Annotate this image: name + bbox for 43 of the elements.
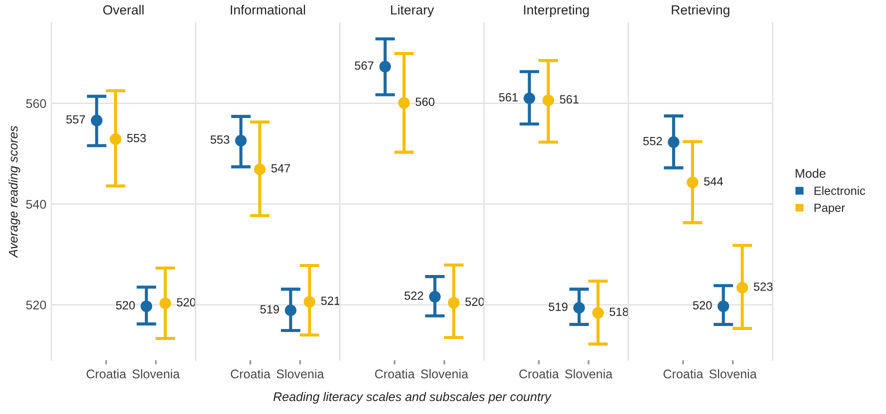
data-label: 553 <box>127 134 146 142</box>
x-tick-label: Slovenia <box>565 369 613 378</box>
data-label: 519 <box>260 305 279 314</box>
y-tick-label: 520 <box>26 300 46 310</box>
chart-title: Interpreting <box>524 4 589 18</box>
data-label: 521 <box>321 296 340 305</box>
x-tick-label: Croatia <box>230 369 270 378</box>
chart-title: Literary <box>391 4 434 18</box>
legend-title: Mode <box>796 168 826 178</box>
y-axis-title: Average reading scores <box>8 126 20 258</box>
data-label: 561 <box>499 93 518 102</box>
chart-title: Informational <box>230 4 306 15</box>
data-label: 520 <box>465 298 484 306</box>
legend-label: Paper <box>814 204 845 214</box>
x-tick-label: Slovenia <box>276 369 324 378</box>
data-label: 522 <box>404 292 424 300</box>
y-tick-label: 560 <box>26 99 46 108</box>
x-tick-label: Croatia <box>375 369 415 378</box>
data-label: 557 <box>66 115 85 124</box>
chart-title: Overall <box>103 4 144 15</box>
data-label: 547 <box>271 164 290 172</box>
data-label: 553 <box>210 135 230 144</box>
x-axis-title: Reading literacy scales and subscales per country <box>273 392 552 404</box>
x-tick-label: Slovenia <box>709 369 757 378</box>
data-label: 561 <box>560 95 579 104</box>
data-label: 523 <box>754 282 773 291</box>
x-tick-label: Slovenia <box>420 369 468 378</box>
x-tick-label: Croatia <box>86 369 126 378</box>
data-label: 560 <box>416 98 434 106</box>
data-label: 520 <box>693 301 712 310</box>
y-tick-label: 540 <box>26 200 46 209</box>
x-tick-label: Slovenia <box>132 369 180 378</box>
data-label: 567 <box>354 61 374 70</box>
data-label: 552 <box>643 136 662 146</box>
data-label: 519 <box>548 302 568 311</box>
x-tick-label: Croatia <box>664 369 704 378</box>
chart-title: Retrieving <box>672 4 730 18</box>
data-label: 520 <box>176 298 196 306</box>
data-label: 518 <box>610 308 628 316</box>
data-label: 544 <box>704 177 723 186</box>
legend-label: Electronic <box>814 186 866 195</box>
data-label: 520 <box>116 301 135 310</box>
x-tick-label: Croatia <box>519 369 559 378</box>
